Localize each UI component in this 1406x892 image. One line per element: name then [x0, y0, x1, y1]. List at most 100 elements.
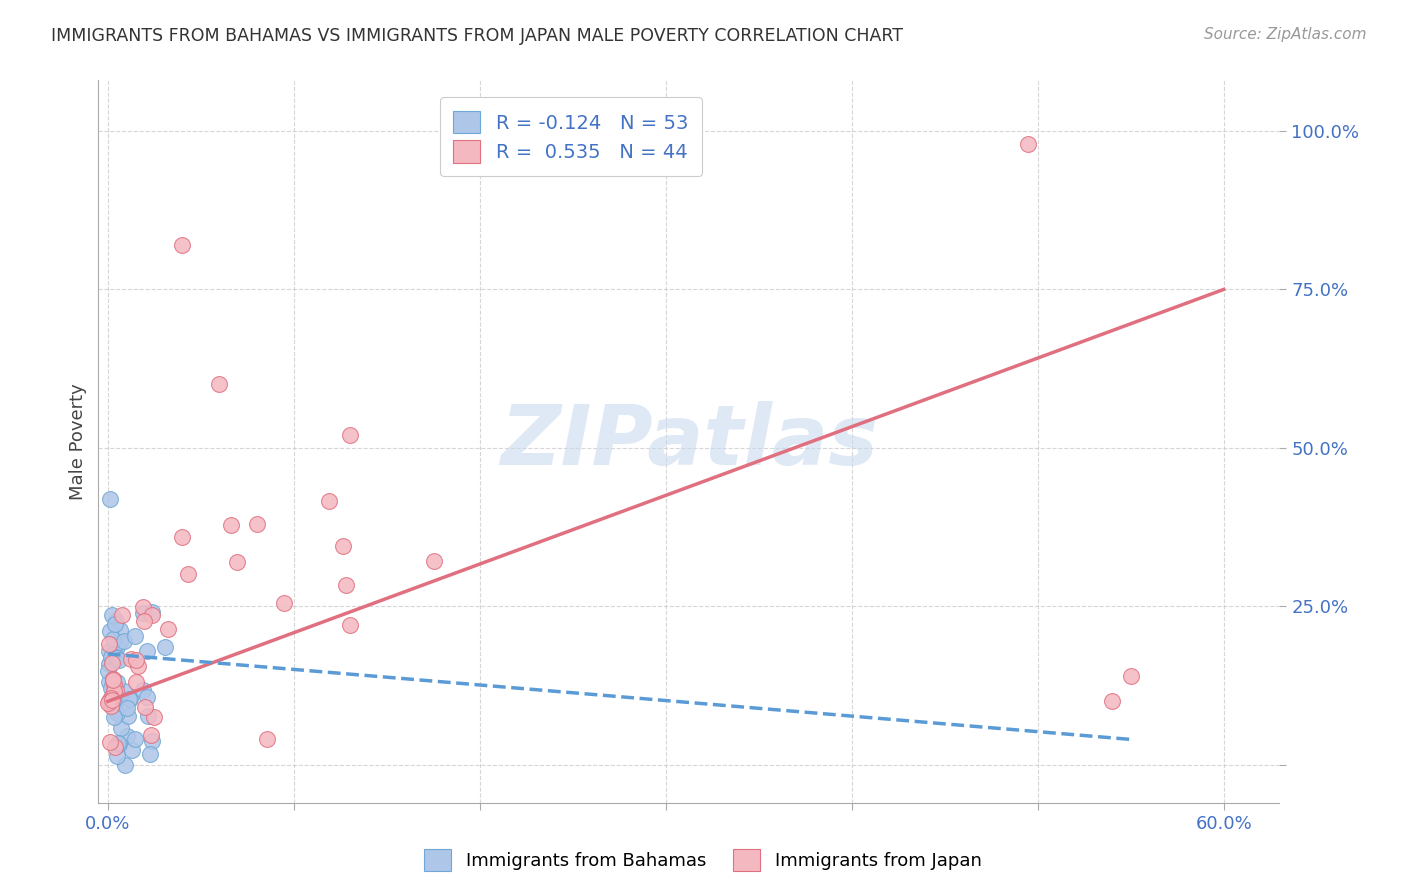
Point — [101, 674, 124, 689]
Point — [256, 732, 278, 747]
Point — [332, 540, 354, 554]
Point — [226, 555, 249, 569]
Point — [121, 743, 143, 757]
Point — [1119, 669, 1142, 683]
Point — [132, 599, 155, 614]
Point — [105, 749, 128, 764]
Point — [100, 698, 122, 713]
Point — [101, 648, 124, 662]
Point — [103, 740, 125, 755]
Point — [103, 685, 125, 699]
Point — [135, 644, 157, 658]
Point — [97, 694, 120, 708]
Point — [139, 728, 162, 742]
Point — [100, 691, 122, 706]
Point — [112, 634, 135, 648]
Point — [208, 377, 231, 392]
Point — [97, 657, 120, 672]
Point — [318, 494, 340, 508]
Point — [103, 673, 125, 687]
Point — [107, 690, 129, 705]
Point — [101, 693, 124, 707]
Point — [132, 607, 155, 621]
Point — [1101, 694, 1123, 708]
Point — [143, 710, 166, 724]
Point — [124, 731, 146, 746]
Point — [103, 687, 125, 701]
Point — [101, 632, 124, 646]
Point — [107, 737, 129, 751]
Legend: R = -0.124   N = 53, R =  0.535   N = 44: R = -0.124 N = 53, R = 0.535 N = 44 — [440, 97, 702, 177]
Point — [117, 709, 139, 723]
Point — [134, 700, 156, 714]
Point — [219, 518, 242, 533]
Point — [97, 637, 120, 651]
Point — [141, 607, 163, 622]
Point — [1017, 136, 1039, 151]
Point — [141, 734, 163, 748]
Point — [141, 605, 163, 619]
Point — [101, 656, 124, 670]
Point — [104, 703, 127, 717]
Point — [127, 659, 149, 673]
Y-axis label: Male Poverty: Male Poverty — [69, 384, 87, 500]
Point — [103, 710, 125, 724]
Point — [100, 649, 122, 664]
Text: ZIPatlas: ZIPatlas — [501, 401, 877, 482]
Point — [117, 701, 139, 715]
Point — [108, 624, 131, 638]
Point — [339, 618, 361, 632]
Point — [104, 645, 127, 659]
Point — [97, 664, 120, 678]
Point — [335, 577, 357, 591]
Point — [134, 614, 156, 628]
Point — [105, 640, 128, 655]
Point — [101, 673, 124, 687]
Point — [100, 681, 122, 695]
Point — [110, 635, 132, 649]
Point — [157, 622, 180, 636]
Point — [104, 617, 127, 632]
Point — [97, 644, 120, 658]
Point — [132, 682, 155, 697]
Point — [120, 692, 142, 706]
Point — [105, 650, 128, 665]
Point — [339, 428, 361, 442]
Point — [98, 624, 121, 639]
Point — [120, 652, 142, 666]
Point — [111, 607, 134, 622]
Point — [107, 692, 129, 706]
Text: Source: ZipAtlas.com: Source: ZipAtlas.com — [1204, 27, 1367, 42]
Point — [103, 677, 125, 691]
Point — [97, 696, 120, 710]
Point — [105, 706, 128, 721]
Point — [135, 690, 157, 704]
Point — [105, 614, 128, 628]
Point — [108, 690, 131, 705]
Point — [125, 674, 148, 689]
Point — [172, 238, 194, 252]
Point — [138, 747, 160, 761]
Point — [110, 721, 132, 735]
Point — [423, 554, 446, 568]
Point — [107, 653, 129, 667]
Point — [177, 567, 200, 582]
Point — [100, 607, 122, 622]
Point — [107, 736, 129, 750]
Point — [273, 596, 295, 610]
Point — [114, 757, 136, 772]
Point — [112, 684, 135, 698]
Point — [118, 692, 141, 706]
Point — [124, 629, 146, 643]
Point — [115, 729, 138, 743]
Point — [124, 653, 146, 667]
Point — [105, 675, 128, 690]
Legend: Immigrants from Bahamas, Immigrants from Japan: Immigrants from Bahamas, Immigrants from… — [418, 842, 988, 879]
Point — [98, 735, 121, 749]
Point — [103, 684, 125, 698]
Point — [245, 516, 267, 531]
Point — [136, 709, 159, 723]
Text: IMMIGRANTS FROM BAHAMAS VS IMMIGRANTS FROM JAPAN MALE POVERTY CORRELATION CHART: IMMIGRANTS FROM BAHAMAS VS IMMIGRANTS FR… — [51, 27, 903, 45]
Point — [105, 682, 128, 697]
Point — [172, 530, 194, 544]
